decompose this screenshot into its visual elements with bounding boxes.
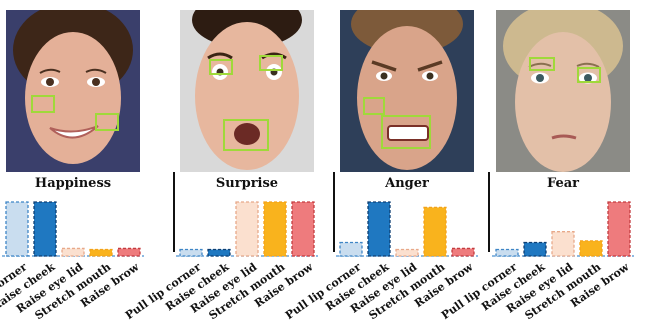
bar-pull-lip-corner — [5, 201, 29, 257]
bar-stretch-mouth — [263, 201, 287, 257]
bar-raise-brow — [291, 201, 315, 257]
bar-raise-brow — [117, 247, 141, 257]
panel-divider — [173, 172, 175, 252]
bar-raise-cheek — [367, 201, 391, 257]
fearful-face-photo — [496, 10, 630, 172]
panel-divider — [333, 172, 335, 252]
panel-divider — [488, 172, 490, 252]
bar-stretch-mouth — [579, 240, 603, 257]
bar-raise-cheek — [33, 201, 57, 257]
panel-anger: Anger Pull lip corner Raise cheek Raise ey… — [283, 0, 480, 328]
bar-pull-lip-corner — [179, 248, 203, 257]
surprised-face-photo — [180, 10, 314, 172]
surprised-face-photo-illustration — [180, 10, 314, 172]
chart-title: Happiness — [34, 176, 112, 191]
bar-stretch-mouth — [89, 248, 113, 257]
bar-stretch-mouth — [423, 206, 447, 257]
panel-surprise: Surprise Pull lip corner Raise cheek Raise… — [123, 0, 320, 328]
bar-raise-brow — [451, 247, 475, 257]
happy-face-photo-illustration — [6, 10, 140, 172]
chart-title: Fear — [546, 176, 580, 191]
fearful-face-photo-illustration — [496, 10, 630, 172]
bar-raise-eye-lid — [395, 248, 419, 257]
bar-raise-eye-lid — [61, 247, 85, 257]
happy-face-photo — [6, 10, 140, 172]
bar-raise-eye-lid — [235, 201, 259, 257]
angry-face-photo — [340, 10, 474, 172]
bar-raise-eye-lid — [551, 231, 575, 257]
bar-pull-lip-corner — [495, 248, 519, 257]
chart-title: Surprise — [215, 176, 279, 191]
panel-fear: Fear Pull lip corner Raise cheek Raise eye… — [439, 0, 636, 328]
bar-raise-cheek — [523, 241, 547, 257]
bar-pull-lip-corner — [339, 241, 363, 257]
bar-raise-cheek — [207, 248, 231, 257]
angry-face-photo-illustration — [340, 10, 474, 172]
bar-raise-brow — [607, 201, 631, 257]
chart-title: Anger — [385, 176, 429, 191]
